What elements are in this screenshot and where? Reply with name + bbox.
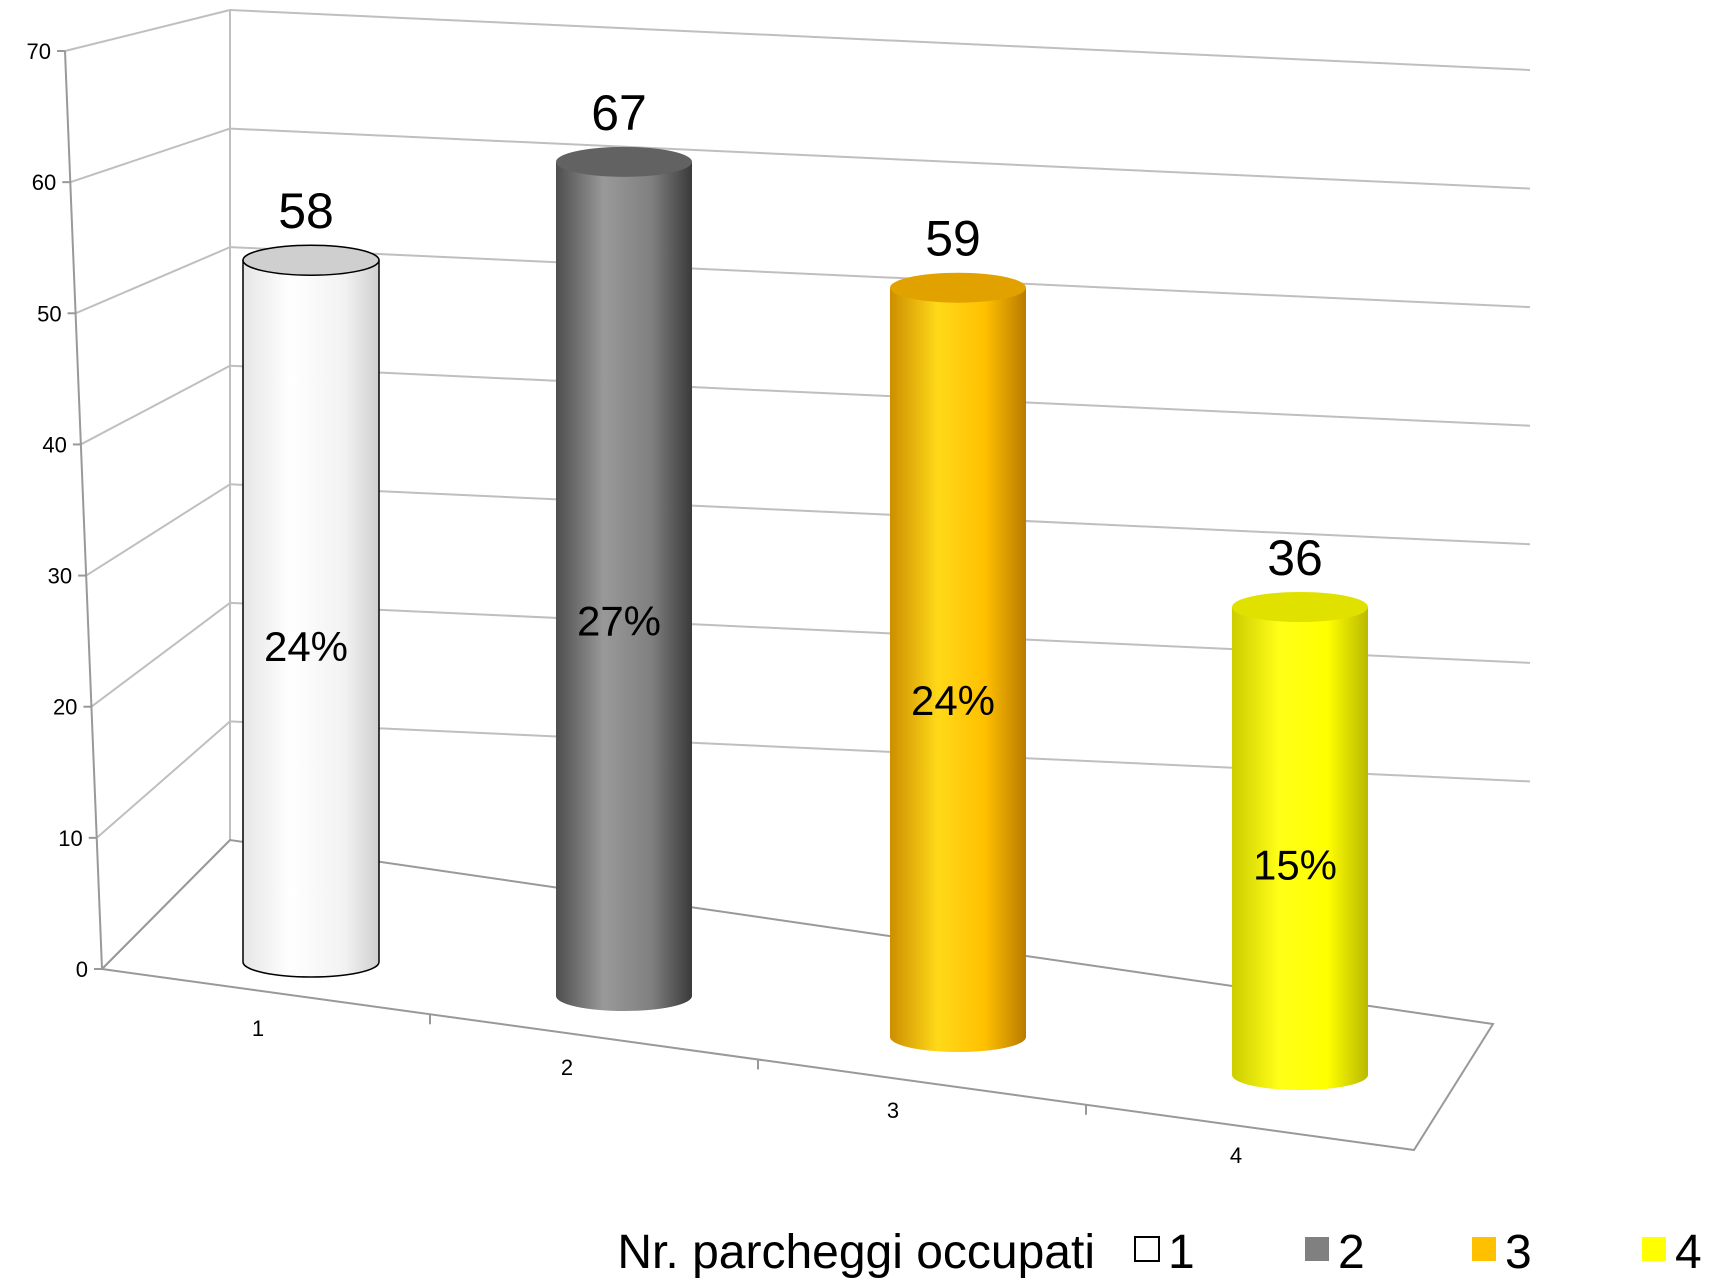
grid-back-line: [229, 364, 1531, 427]
bar-top: [890, 272, 1026, 303]
grid-layer: [64, 9, 1531, 970]
data-label-value: 59: [925, 211, 981, 267]
legend-swatch: [1134, 1236, 1160, 1262]
y-tick-label: 40: [42, 432, 66, 457]
data-label-percent: 24%: [264, 623, 348, 670]
floor: [99, 838, 1495, 1152]
bar-cylinder: [890, 272, 1026, 1052]
legend-swatch: [1305, 1237, 1329, 1261]
data-label-value: 58: [278, 183, 334, 239]
grid-side-line: [96, 720, 231, 839]
grid-back-line: [229, 9, 1531, 71]
legend-entry: 4: [1675, 1226, 1702, 1279]
legend-layer: Nr. parcheggi occupati 1 2 3 4: [617, 1226, 1701, 1279]
bar-cylinder: [556, 146, 692, 1012]
grid-side-line: [75, 246, 231, 315]
y-axis-front: [64, 50, 103, 970]
grid-side-line: [69, 127, 231, 184]
grid-back-line: [229, 483, 1531, 546]
y-tick-label: 20: [53, 695, 77, 720]
bar-body: [1232, 607, 1368, 1090]
y-tick-label: 60: [32, 170, 56, 195]
data-label-percent: 24%: [911, 677, 995, 724]
bar-top: [242, 244, 380, 276]
label-layer: 58 24% 67 27% 59 24% 36 15%: [264, 85, 1337, 889]
x-tick-label: 1: [252, 1016, 264, 1041]
data-label-percent: 27%: [577, 598, 661, 645]
y-tick-label: 0: [76, 957, 88, 982]
grid-side-line: [85, 483, 231, 577]
axis-layer: 0 10 20 30 40 50 60 70 1 2 3 4: [27, 10, 1495, 1168]
bar-top: [1232, 592, 1368, 622]
grid-back-line: [229, 246, 1531, 309]
x-tick-label: 4: [1230, 1143, 1242, 1168]
data-label-percent: 15%: [1253, 841, 1337, 888]
grid-side-line: [80, 364, 231, 446]
bar-body: [242, 259, 380, 978]
bar-body: [890, 287, 1026, 1052]
bar-top: [556, 146, 692, 177]
legend-title: Nr. parcheggi occupati: [617, 1226, 1095, 1279]
legend-entry: 3: [1505, 1226, 1532, 1279]
data-label-value: 36: [1267, 530, 1323, 586]
bar-body: [556, 161, 692, 1012]
legend-entry: 2: [1338, 1226, 1365, 1279]
bar-cylinder: [1232, 592, 1368, 1090]
data-label-value: 67: [591, 85, 647, 141]
grid-side-line: [90, 602, 231, 708]
bar-layer: [242, 146, 1368, 1090]
grid-back-line: [229, 127, 1531, 190]
y-tick-label: 30: [48, 564, 72, 589]
bar-cylinder: [242, 244, 380, 978]
y-tick-label: 10: [58, 826, 82, 851]
legend-swatch: [1642, 1237, 1666, 1261]
y-tick-label: 70: [27, 39, 51, 64]
grid-side-line: [64, 9, 231, 52]
legend-entry: 1: [1168, 1226, 1195, 1279]
x-tick-label: 3: [887, 1098, 899, 1123]
x-tick-label: 2: [561, 1055, 573, 1080]
y-tick-label: 50: [37, 301, 61, 326]
legend-swatch: [1472, 1237, 1496, 1261]
